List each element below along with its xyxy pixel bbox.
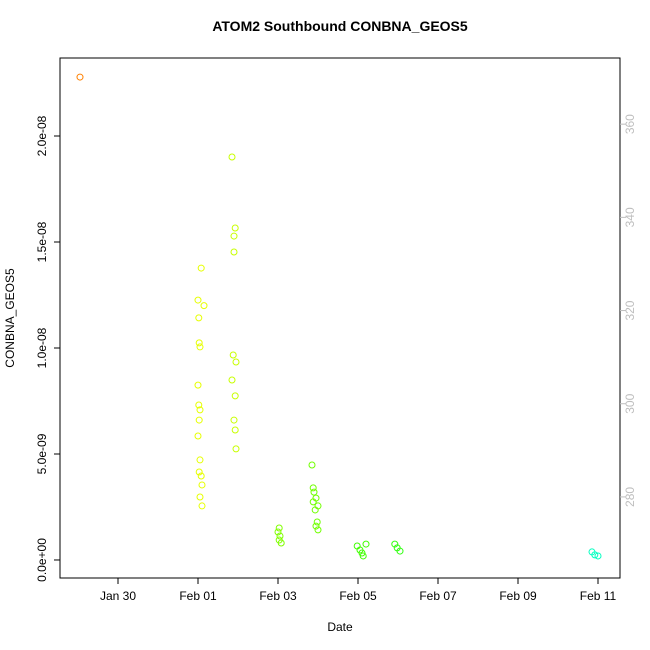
y-tick-label: 5.0e-09 <box>35 433 49 474</box>
point <box>196 493 204 501</box>
x-tick-label: Feb 07 <box>419 589 457 603</box>
point <box>195 314 203 322</box>
point <box>196 456 204 464</box>
x-tick-label: Feb 03 <box>259 589 297 603</box>
chart-title: ATOM2 Southbound CONBNA_GEOS5 <box>212 18 468 34</box>
point <box>195 401 203 409</box>
y-axis-label: CONBNA_GEOS5 <box>3 268 17 368</box>
point <box>277 539 285 547</box>
y-tick-label: 1.0e-08 <box>35 327 49 368</box>
point <box>313 518 321 526</box>
x-tick-label: Jan 30 <box>100 589 136 603</box>
point <box>198 481 206 489</box>
point <box>195 339 203 347</box>
x-tick-label: Feb 11 <box>580 589 617 603</box>
point <box>229 351 237 359</box>
point <box>359 552 367 560</box>
point <box>196 406 204 414</box>
point <box>591 551 599 559</box>
point <box>308 461 316 469</box>
point <box>232 358 240 366</box>
point <box>200 302 208 310</box>
point <box>230 232 238 240</box>
y-tick-label: 1.5e-08 <box>35 221 49 262</box>
point <box>309 484 317 492</box>
point <box>396 547 404 555</box>
point <box>196 343 204 351</box>
point <box>276 532 284 540</box>
point <box>194 381 202 389</box>
y-tick-label: 2.0e-08 <box>35 115 49 156</box>
point <box>231 392 239 400</box>
point <box>197 264 205 272</box>
point <box>314 526 322 534</box>
y2-tick-label: 360 <box>623 114 637 134</box>
x-tick-label: Feb 09 <box>499 589 537 603</box>
point <box>231 224 239 232</box>
point <box>228 376 236 384</box>
point <box>230 248 238 256</box>
point <box>275 524 283 532</box>
point <box>274 528 282 536</box>
plot-frame <box>59 57 621 579</box>
point <box>197 472 205 480</box>
x-axis-label: Date <box>327 620 353 634</box>
y2-tick-label: 340 <box>623 207 637 227</box>
x-tick-label: Feb 01 <box>179 589 217 603</box>
point <box>362 540 370 548</box>
point <box>232 445 240 453</box>
point <box>195 468 203 476</box>
point <box>230 416 238 424</box>
point <box>309 498 317 506</box>
point <box>391 540 399 548</box>
point <box>231 426 239 434</box>
y2-tick-label: 320 <box>623 300 637 320</box>
x-tick-label: Feb 05 <box>339 589 377 603</box>
point <box>76 73 84 81</box>
point <box>310 488 318 496</box>
point <box>594 552 602 560</box>
y2-tick-label: 280 <box>623 487 637 507</box>
y2-tick-label: 300 <box>623 393 637 413</box>
point <box>194 432 202 440</box>
point <box>194 296 202 304</box>
point <box>195 416 203 424</box>
point <box>311 506 319 514</box>
point <box>228 153 236 161</box>
point <box>198 502 206 510</box>
y-tick-label: 0.0e+00 <box>35 538 49 582</box>
point <box>312 522 320 530</box>
